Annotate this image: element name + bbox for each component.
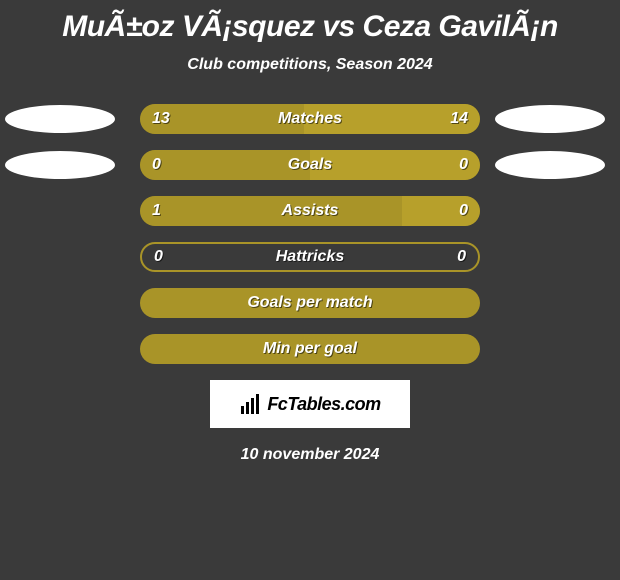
player-left-badge: [5, 151, 115, 179]
stat-row: 1314Matches: [0, 104, 620, 134]
player-left-badge: [5, 105, 115, 133]
page-subtitle: Club competitions, Season 2024: [0, 56, 620, 74]
stat-label: Matches: [140, 110, 480, 128]
stat-row: Min per goal: [0, 334, 620, 364]
stat-row: Goals per match: [0, 288, 620, 318]
stat-label: Hattricks: [142, 248, 478, 266]
stat-bar: Goals per match: [140, 288, 480, 318]
stat-label: Goals per match: [140, 294, 480, 312]
page-title: MuÃ±oz VÃ¡squez vs Ceza GavilÃ¡n: [0, 0, 620, 44]
stat-label: Min per goal: [140, 340, 480, 358]
stat-label: Assists: [140, 202, 480, 220]
stat-bar: 00Hattricks: [140, 242, 480, 272]
stat-bar: 10Assists: [140, 196, 480, 226]
player-right-badge: [495, 151, 605, 179]
stat-bar: Min per goal: [140, 334, 480, 364]
logo-text: FcTables.com: [267, 394, 380, 415]
stat-row: 10Assists: [0, 196, 620, 226]
stat-row: 00Goals: [0, 150, 620, 180]
date-line: 10 november 2024: [0, 446, 620, 464]
stat-label: Goals: [140, 156, 480, 174]
bar-chart-icon: [239, 392, 263, 416]
logo-box: FcTables.com: [210, 380, 410, 428]
stat-row: 00Hattricks: [0, 242, 620, 272]
stat-bar: 00Goals: [140, 150, 480, 180]
player-right-badge: [495, 105, 605, 133]
stats-arena: 1314Matches 00Goals 10Assists 00Hattricks Go…: [0, 104, 620, 364]
stat-bar: 1314Matches: [140, 104, 480, 134]
